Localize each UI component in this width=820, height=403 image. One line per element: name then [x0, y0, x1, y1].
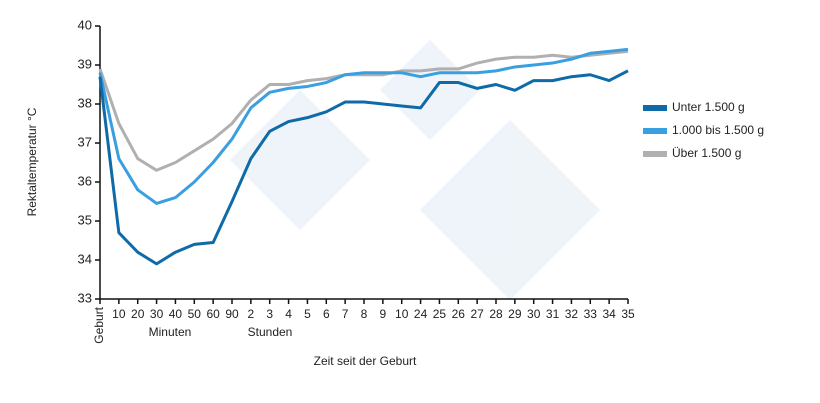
x-tick-label: 34: [602, 307, 616, 321]
x-tick-label: 30: [527, 307, 541, 321]
x-tick-label: 90: [225, 307, 239, 321]
y-tick-label: 36: [78, 173, 92, 188]
y-tick-label: 39: [78, 56, 92, 71]
x-tick-label: 29: [508, 307, 522, 321]
x-tick-label: 40: [169, 307, 183, 321]
x-tick-label: 5: [304, 307, 311, 321]
x-tick-label: 60: [206, 307, 220, 321]
x-tick-label: 31: [546, 307, 560, 321]
x-tick-label: 32: [565, 307, 579, 321]
x-tick-label: 3: [266, 307, 273, 321]
x-tick-label: 24: [414, 307, 428, 321]
x-tick-label: 7: [342, 307, 349, 321]
x-group-label: Stunden: [248, 325, 293, 339]
y-tick-label: 34: [78, 251, 92, 266]
x-tick-label: 6: [323, 307, 330, 321]
x-tick-label: 10: [395, 307, 409, 321]
series-line: [98, 69, 629, 266]
legend-swatch: [643, 128, 667, 134]
legend-label: Über 1.500 g: [672, 146, 741, 160]
x-tick-label: 35: [621, 307, 635, 321]
x-tick-label: 8: [361, 307, 368, 321]
x-tick-label: 25: [433, 307, 447, 321]
x-tick-label: 4: [285, 307, 292, 321]
y-tick-label: 33: [78, 290, 92, 305]
x-tick-label: 27: [470, 307, 484, 321]
x-tick-label: 33: [584, 307, 598, 321]
x-tick-label: 28: [489, 307, 503, 321]
y-tick-label: 38: [78, 95, 92, 110]
x-tick-label: 10: [112, 307, 126, 321]
x-tick-label: 50: [188, 307, 202, 321]
x-tick-label: 30: [150, 307, 164, 321]
watermark: [230, 40, 600, 300]
series-line: [98, 47, 629, 205]
legend-swatch: [643, 151, 667, 157]
legend-swatch: [643, 105, 667, 111]
y-tick-label: 40: [78, 17, 92, 32]
x-axis-label: Zeit seit der Geburt: [314, 354, 417, 368]
x-tick-label: Geburt: [92, 306, 106, 343]
x-group-label: Minuten: [149, 325, 192, 339]
x-tick-label: 2: [248, 307, 255, 321]
x-tick-label: 20: [131, 307, 145, 321]
x-tick-label: 9: [380, 307, 387, 321]
y-tick-label: 35: [78, 212, 92, 227]
x-tick-label: 26: [452, 307, 466, 321]
legend-label: 1.000 bis 1.500 g: [672, 123, 764, 137]
y-tick-label: 37: [78, 134, 92, 149]
series-line: [98, 49, 629, 172]
legend-label: Unter 1.500 g: [672, 100, 745, 114]
y-axis-label: Rektaltemperatur °C: [25, 107, 39, 216]
